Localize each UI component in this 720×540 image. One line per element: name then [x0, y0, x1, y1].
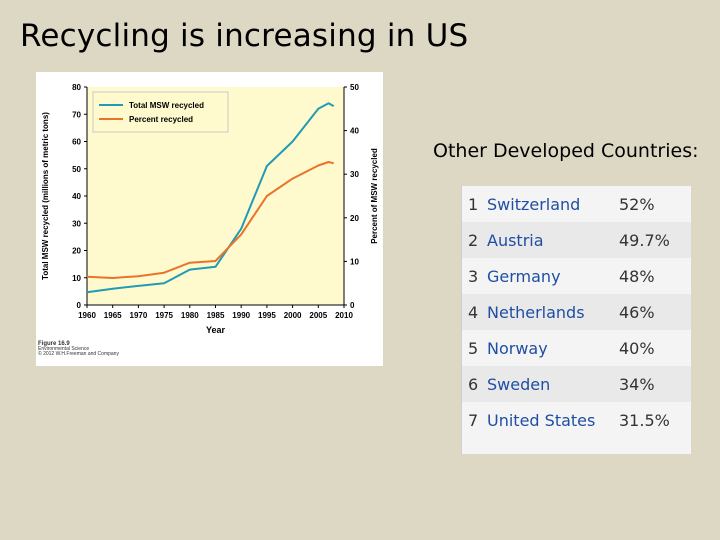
x-tick-label: 2005 — [309, 311, 327, 320]
figure-label: Figure 16.9 — [38, 341, 70, 347]
table-row: 2 Austria 49.7% — [462, 222, 691, 258]
left-y-tick-label: 10 — [72, 274, 81, 283]
countries-heading: Other Developed Countries: — [433, 140, 699, 162]
country-link[interactable]: Sweden — [487, 375, 551, 394]
x-tick-label: 1975 — [155, 311, 173, 320]
country-link[interactable]: Austria — [487, 231, 544, 250]
left-y-tick-label: 70 — [72, 110, 81, 119]
x-tick-label: 1980 — [181, 311, 199, 320]
left-y-axis-label: Total MSW recycled (millions of metric t… — [41, 112, 50, 280]
rank-number: 6 — [468, 375, 479, 394]
recycling-rate-table: 1 Switzerland 52% 2 Austria 49.7% 3 Germ… — [461, 186, 691, 454]
country-link[interactable]: Switzerland — [487, 195, 581, 214]
rank-number: 5 — [468, 339, 479, 358]
legend-label: Total MSW recycled — [129, 101, 204, 110]
recycling-rate: 31.5% — [619, 411, 670, 430]
left-y-tick-label: 30 — [72, 219, 81, 228]
table-row: 4 Netherlands 46% — [462, 294, 691, 330]
table-row: 7 United States 31.5% — [462, 402, 691, 438]
x-tick-label: 1965 — [104, 311, 122, 320]
x-tick-label: 1970 — [130, 311, 148, 320]
x-tick-label: 2000 — [284, 311, 302, 320]
x-tick-label: 1960 — [78, 311, 96, 320]
recycling-rate: 52% — [619, 195, 655, 214]
x-tick-label: 1995 — [258, 311, 276, 320]
table-row: 1 Switzerland 52% — [462, 186, 691, 222]
x-tick-label: 1990 — [232, 311, 250, 320]
rank-number: 1 — [468, 195, 479, 214]
left-y-tick-label: 20 — [72, 247, 81, 256]
right-y-tick-label: 40 — [350, 127, 359, 136]
table-row: 6 Sweden 34% — [462, 366, 691, 402]
left-y-tick-label: 0 — [77, 301, 82, 310]
recycling-rate: 49.7% — [619, 231, 670, 250]
x-tick-label: 2010 — [335, 311, 353, 320]
figure-source: Environmental Science — [38, 346, 90, 352]
x-axis-label: Year — [206, 325, 226, 335]
country-link[interactable]: Netherlands — [487, 303, 585, 322]
right-y-tick-label: 0 — [350, 301, 355, 310]
right-y-tick-label: 20 — [350, 214, 359, 223]
legend-box — [92, 91, 229, 133]
recycling-rate: 34% — [619, 375, 655, 394]
recycling-line-chart: 0 10 20 30 40 50 60 70 80 0 10 20 30 40 50 1960 1965 1970… — [41, 83, 379, 335]
figure-panel: 0 10 20 30 40 50 60 70 80 0 10 20 30 40 50 1960 1965 1970… — [36, 72, 383, 366]
x-tick-label: 1985 — [207, 311, 225, 320]
country-link[interactable]: United States — [487, 411, 596, 430]
table-row: 3 Germany 48% — [462, 258, 691, 294]
country-link[interactable]: Norway — [487, 339, 548, 358]
legend-label: Percent recycled — [129, 115, 193, 124]
right-y-axis-label: Percent of MSW recycled — [370, 148, 379, 244]
recycling-rate: 48% — [619, 267, 655, 286]
figure-copyright: © 2012 W.H.Freeman and Company — [38, 351, 119, 357]
rank-number: 4 — [468, 303, 479, 322]
country-link[interactable]: Germany — [487, 267, 561, 286]
right-y-tick-label: 50 — [350, 83, 359, 92]
right-y-tick-label: 10 — [350, 257, 359, 266]
left-y-tick-label: 80 — [72, 83, 81, 92]
figure-caption: Figure 16.9 Environmental Science © 2012… — [38, 341, 119, 357]
recycling-rate: 40% — [619, 339, 655, 358]
left-y-tick-label: 40 — [72, 192, 81, 201]
rank-number: 3 — [468, 267, 479, 286]
slide-title: Recycling is increasing in US — [20, 18, 469, 54]
rank-number: 7 — [468, 411, 479, 430]
recycling-rate: 46% — [619, 303, 655, 322]
right-y-tick-label: 30 — [350, 170, 359, 179]
rank-number: 2 — [468, 231, 479, 250]
table-row: 5 Norway 40% — [462, 330, 691, 366]
left-y-tick-label: 50 — [72, 165, 81, 174]
series-line-1 — [86, 161, 334, 279]
left-y-tick-label: 60 — [72, 138, 81, 147]
